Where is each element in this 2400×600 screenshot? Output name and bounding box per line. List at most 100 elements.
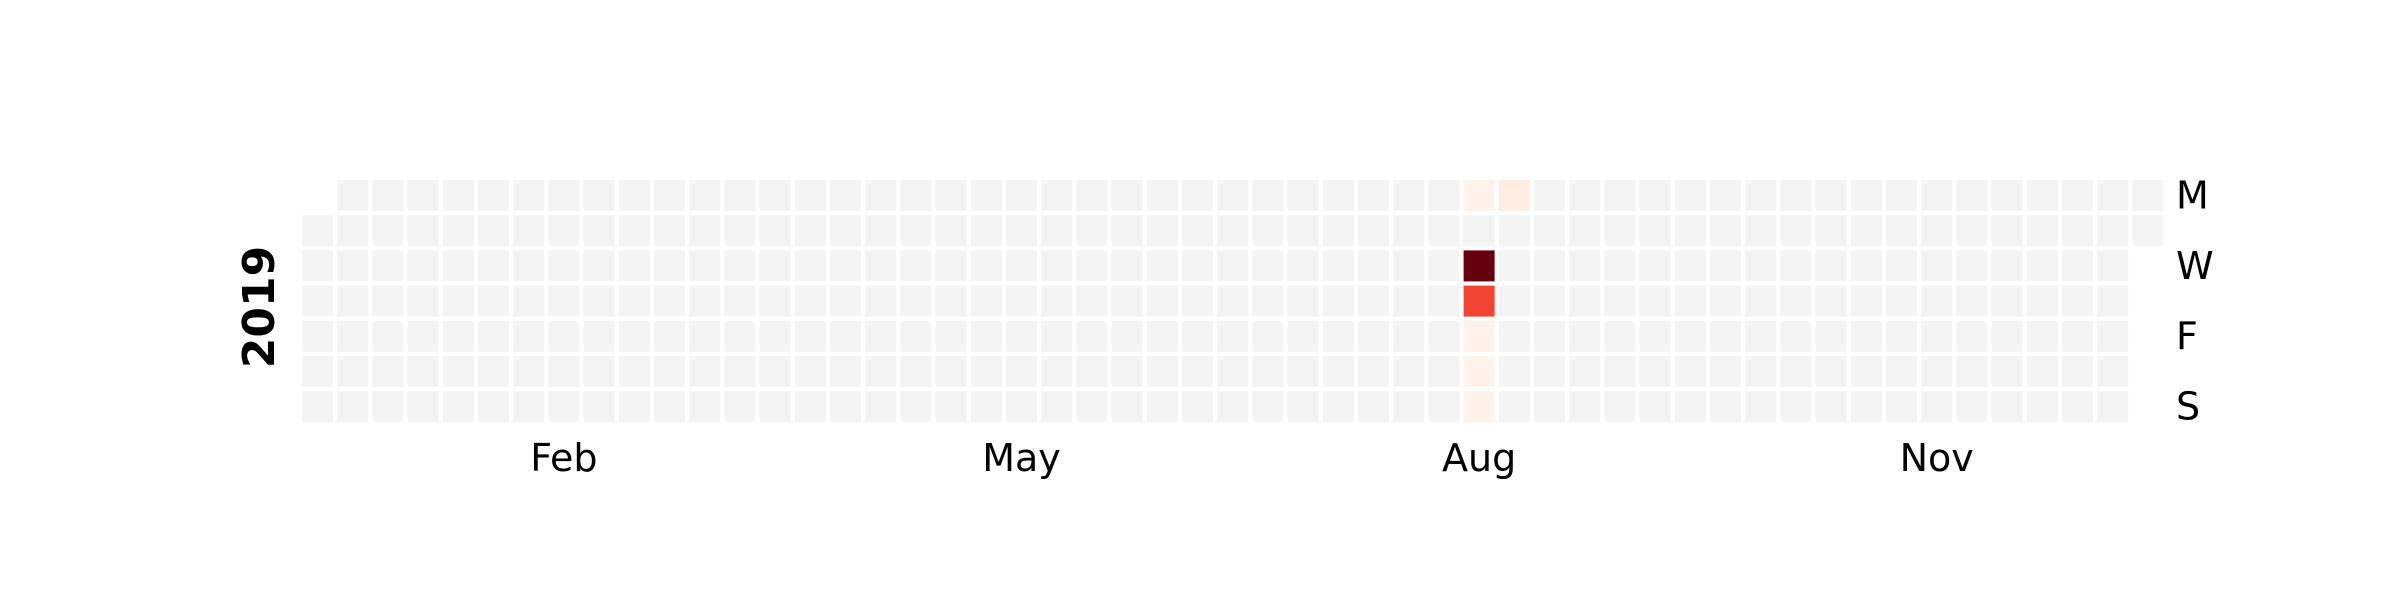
heatmap-cell <box>724 356 756 387</box>
heatmap-cell <box>407 356 439 387</box>
heatmap-cell <box>1956 250 1988 282</box>
heatmap-cell <box>1076 215 1108 247</box>
heatmap-cell <box>1217 250 1249 282</box>
heatmap-cell <box>1815 320 1847 352</box>
heatmap-cell <box>1146 356 1178 387</box>
heatmap-cell <box>1182 215 1213 247</box>
heatmap-cell <box>794 356 826 387</box>
heatmap-cell <box>442 215 474 247</box>
heatmap-cell <box>865 320 897 352</box>
heatmap-cell <box>1111 250 1143 282</box>
heatmap-cell <box>1498 215 1530 247</box>
heatmap-cell <box>1710 356 1741 387</box>
heatmap-cell <box>724 320 756 352</box>
heatmap-cell <box>1252 391 1284 423</box>
heatmap-cell <box>1991 215 2023 247</box>
heatmap-cell <box>2062 215 2093 247</box>
year-label: 2019 <box>234 246 285 368</box>
heatmap-cell <box>970 285 1002 317</box>
heatmap-cell <box>1674 215 1706 247</box>
heatmap-cell <box>1850 391 1882 423</box>
heatmap-cell <box>1217 180 1249 211</box>
heatmap-cell <box>654 391 685 423</box>
heatmap-cell <box>2132 215 2164 247</box>
heatmap-cell <box>689 180 721 211</box>
heatmap-cell <box>1780 250 1812 282</box>
heatmap-cell <box>2097 250 2129 282</box>
heatmap-cell <box>1710 320 1741 352</box>
heatmap-cell <box>1674 356 1706 387</box>
heatmap-cell <box>302 215 333 247</box>
heatmap-cell <box>1287 356 1319 387</box>
heatmap-cell <box>1076 391 1108 423</box>
heatmap-cell <box>1815 250 1847 282</box>
heatmap-cell <box>1921 356 1953 387</box>
heatmap-cell <box>1006 320 1037 352</box>
heatmap-cell <box>407 215 439 247</box>
heatmap-cell <box>689 391 721 423</box>
heatmap-cell <box>1921 285 1953 317</box>
heatmap-cell <box>1428 250 1460 282</box>
heatmap-cell <box>1146 320 1178 352</box>
heatmap-cell <box>302 285 333 317</box>
heatmap-cell <box>1006 250 1037 282</box>
heatmap-cell <box>583 356 615 387</box>
heatmap-cell <box>1639 180 1671 211</box>
heatmap-cell <box>935 285 967 317</box>
heatmap-cell <box>1498 320 1530 352</box>
heatmap-cell <box>1991 285 2023 317</box>
heatmap-cell <box>2097 391 2129 423</box>
heatmap-cell <box>1252 285 1284 317</box>
heatmap-cell <box>830 250 861 282</box>
heatmap-cell <box>1991 320 2023 352</box>
heatmap-cell <box>1252 250 1284 282</box>
heatmap-cells <box>302 180 2164 423</box>
heatmap-cell <box>442 320 474 352</box>
heatmap-cell <box>1850 356 1882 387</box>
heatmap-cell <box>618 215 650 247</box>
heatmap-cell <box>1287 285 1319 317</box>
month-label: Feb <box>530 436 597 480</box>
heatmap-cell <box>548 215 580 247</box>
heatmap-cell <box>1604 356 1636 387</box>
heatmap-cell <box>1921 320 1953 352</box>
heatmap-cell <box>759 356 791 387</box>
heatmap-cell <box>337 285 369 317</box>
heatmap-cell <box>865 391 897 423</box>
heatmap-cell <box>900 180 932 211</box>
heatmap-cell <box>1041 356 1073 387</box>
heatmap-cell <box>1921 180 1953 211</box>
heatmap-cell <box>2097 320 2129 352</box>
heatmap-cell <box>442 391 474 423</box>
month-label: Nov <box>1900 436 1974 480</box>
heatmap-cell <box>1322 320 1354 352</box>
heatmap-cell <box>1886 320 1917 352</box>
heatmap-cell <box>1569 285 1601 317</box>
heatmap-cell <box>1850 285 1882 317</box>
heatmap-cell <box>1111 285 1143 317</box>
day-label: F <box>2176 314 2198 358</box>
heatmap-cell <box>1674 391 1706 423</box>
heatmap-cell <box>1534 250 1565 282</box>
heatmap-cell <box>759 250 791 282</box>
heatmap-cell <box>724 285 756 317</box>
heatmap-cell <box>865 285 897 317</box>
heatmap-cell <box>654 320 685 352</box>
heatmap-cell <box>1569 250 1601 282</box>
heatmap-cell <box>1639 215 1671 247</box>
heatmap-cell <box>1780 180 1812 211</box>
heatmap-cell <box>583 320 615 352</box>
heatmap-cell <box>900 250 932 282</box>
heatmap-cell <box>2026 215 2058 247</box>
heatmap-cell <box>724 215 756 247</box>
heatmap-cell <box>583 391 615 423</box>
heatmap-cell <box>478 320 509 352</box>
heatmap-cell <box>970 320 1002 352</box>
heatmap-cell <box>1358 356 1389 387</box>
heatmap-cell <box>1886 180 1917 211</box>
heatmap-cell <box>935 250 967 282</box>
heatmap-cell <box>1252 180 1284 211</box>
heatmap-cell <box>1287 320 1319 352</box>
heatmap-cell <box>1076 180 1108 211</box>
